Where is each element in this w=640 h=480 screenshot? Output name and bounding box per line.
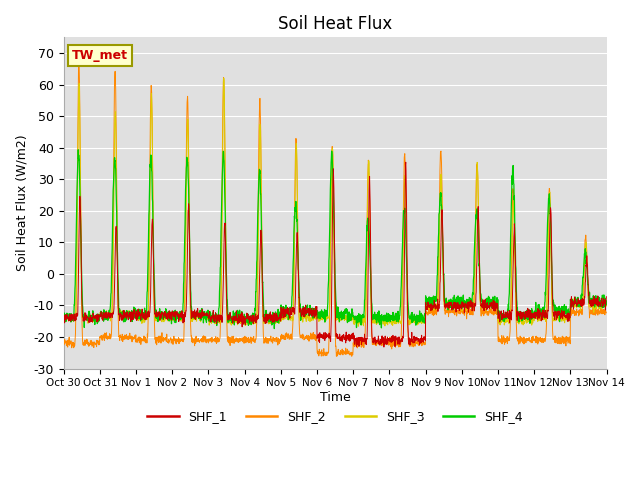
Line: SHF_1: SHF_1 [63,162,606,347]
X-axis label: Time: Time [320,391,351,404]
SHF_2 [211,336,219,341]
SHF_4 [602,301,610,307]
SHF_1 [570,300,578,306]
SHF_1 [493,306,501,312]
SHF_1 [211,317,219,323]
SHF_3 [493,305,501,311]
SHF_1 [60,318,67,324]
SHF_1 [555,312,563,318]
SHF_3 [570,304,578,310]
SHF_4 [271,326,278,332]
SHF_4 [351,313,359,319]
SHF_4 [60,312,67,317]
SHF_3 [211,318,219,324]
SHF_2 [351,339,359,345]
SHF_3 [363,256,371,262]
SHF_4 [211,316,219,322]
Line: SHF_4: SHF_4 [63,150,606,329]
SHF_1 [380,344,388,350]
SHF_2 [363,236,371,242]
SHF_4 [493,295,501,300]
Legend: SHF_1, SHF_2, SHF_3, SHF_4: SHF_1, SHF_2, SHF_3, SHF_4 [142,406,528,429]
Line: SHF_2: SHF_2 [63,62,606,356]
SHF_1 [351,334,358,339]
SHF_3 [355,324,362,329]
Title: Soil Heat Flux: Soil Heat Flux [278,15,392,33]
SHF_4 [570,301,578,307]
SHF_2 [348,353,356,359]
SHF_3 [555,318,563,324]
SHF_3 [351,319,358,324]
SHF_3 [602,299,610,304]
SHF_2 [555,334,563,340]
SHF_4 [363,223,371,228]
SHF_4 [74,147,82,153]
SHF_4 [555,307,563,312]
SHF_2 [75,59,83,65]
SHF_2 [60,341,67,347]
SHF_3 [220,75,228,81]
SHF_2 [570,311,578,316]
Text: TW_met: TW_met [72,49,128,62]
SHF_2 [493,309,501,315]
SHF_1 [362,342,370,348]
SHF_1 [402,159,410,165]
SHF_2 [602,310,610,316]
Line: SHF_3: SHF_3 [63,78,606,326]
SHF_3 [60,315,67,321]
SHF_1 [602,294,610,300]
Y-axis label: Soil Heat Flux (W/m2): Soil Heat Flux (W/m2) [15,134,28,271]
